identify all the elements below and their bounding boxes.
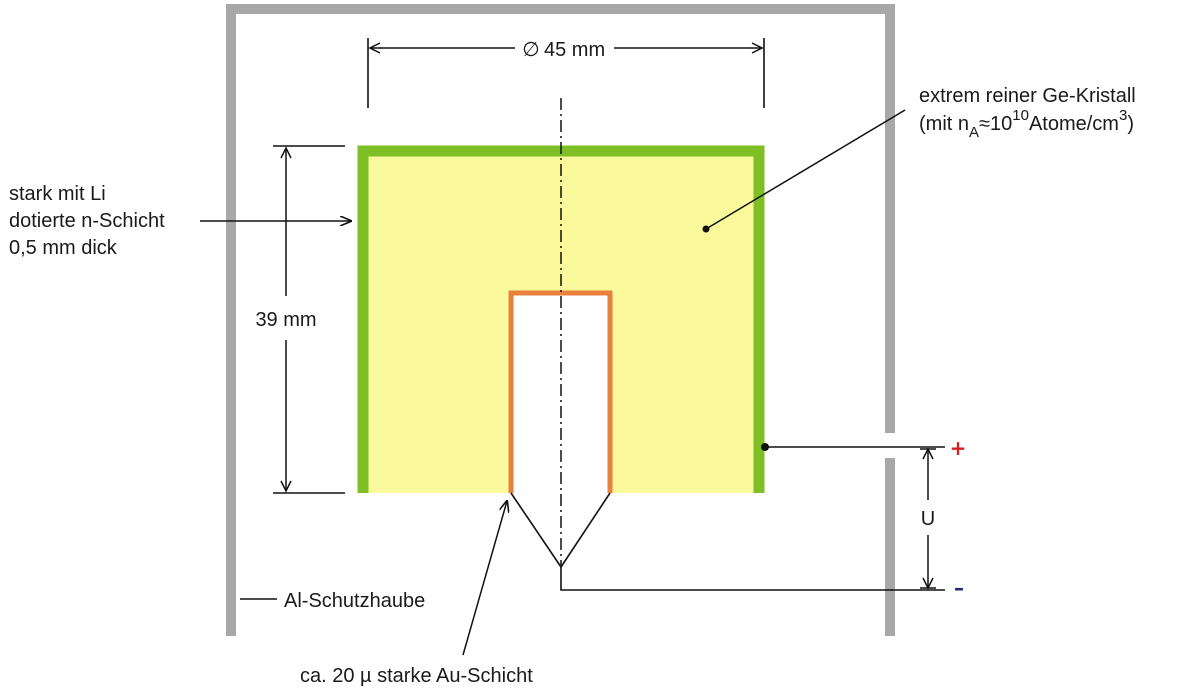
plus-symbol: + <box>950 436 967 460</box>
minus-wire <box>560 567 945 591</box>
n-layer-label-line3: 0,5 mm dick <box>9 237 118 259</box>
crystal-label-line2: (mit nA≈1010Atome/cm3) <box>919 107 1134 141</box>
au-layer <box>508 290 613 493</box>
au-layer-arrow <box>462 501 507 656</box>
crystal-leader <box>705 109 906 230</box>
crystal-label-line1: extrem reiner Ge-Kristall <box>919 85 1136 107</box>
diameter-symbol: ∅ <box>522 39 539 61</box>
height-dimension-label: 39 mm <box>255 309 316 331</box>
n-layer-label-line1: stark mit Li <box>9 183 106 205</box>
au-layer-label: ca. 20 µ starke Au-Schicht <box>300 665 533 687</box>
housing-label: Al-Schutzhaube <box>284 590 425 612</box>
n-layer-label-line2: dotierte n-Schicht <box>9 210 165 232</box>
contact-dot <box>761 443 769 451</box>
width-dimension-label: 45 mm <box>544 39 605 61</box>
minus-symbol: – <box>954 576 964 600</box>
voltage-label: U <box>921 508 935 530</box>
al-housing <box>226 4 895 636</box>
